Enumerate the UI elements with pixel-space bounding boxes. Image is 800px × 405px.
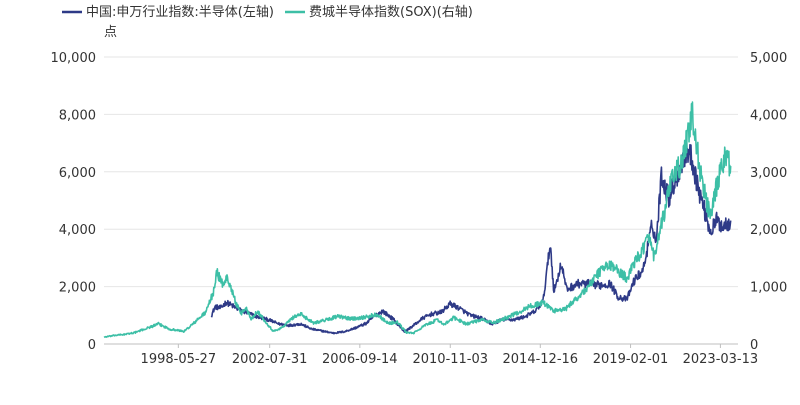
x-tick-label-3: 2010-11-03 [412,352,488,367]
x-tick-label-1: 2002-07-31 [232,352,308,367]
series-line-1 [103,101,732,338]
legend: 中国:申万行业指数:半导体(左轴) 费城半导体指数(SOX)(右轴) [62,5,473,20]
series-lines [103,101,732,338]
left-tick-label-3: 6,000 [59,166,96,181]
right-tick-label-3: 3,000 [750,166,787,181]
right-tick-label-1: 1,000 [750,281,787,296]
right-tick-label-5: 5,000 [750,51,787,66]
legend-label-sw-semiconductor: 中国:申万行业指数:半导体(左轴) [86,5,274,20]
left-tick-label-0: 0 [88,338,96,353]
left-tick-label-4: 8,000 [59,108,96,123]
x-tick-label-4: 2014-12-16 [503,352,579,367]
x-tick-label-6: 2023-03-13 [683,352,759,367]
left-tick-label-5: 10,000 [51,51,97,66]
right-tick-label-2: 2,000 [750,223,787,238]
left-tick-label-1: 2,000 [59,281,96,296]
left-tick-label-2: 4,000 [59,223,96,238]
legend-label-sox: 费城半导体指数(SOX)(右轴) [309,5,473,20]
x-tick-label-0: 1998-05-27 [141,352,217,367]
left-axis-unit: 点 [104,25,117,40]
right-tick-label-4: 4,000 [750,108,787,123]
series-line-0 [210,136,732,335]
right-tick-label-0: 0 [750,338,758,353]
x-tick-label-5: 2019-02-01 [593,352,669,367]
right-axis-ticks: 0 1,000 2,000 3,000 4,000 5,000 [750,51,787,353]
x-axis-ticks: 1998-05-27 2002-07-31 2006-09-14 2010-11-03… [141,344,759,367]
x-tick-label-2: 2006-09-14 [322,352,398,367]
left-axis-ticks: 0 2,000 4,000 6,000 8,000 10,000 [51,51,97,353]
